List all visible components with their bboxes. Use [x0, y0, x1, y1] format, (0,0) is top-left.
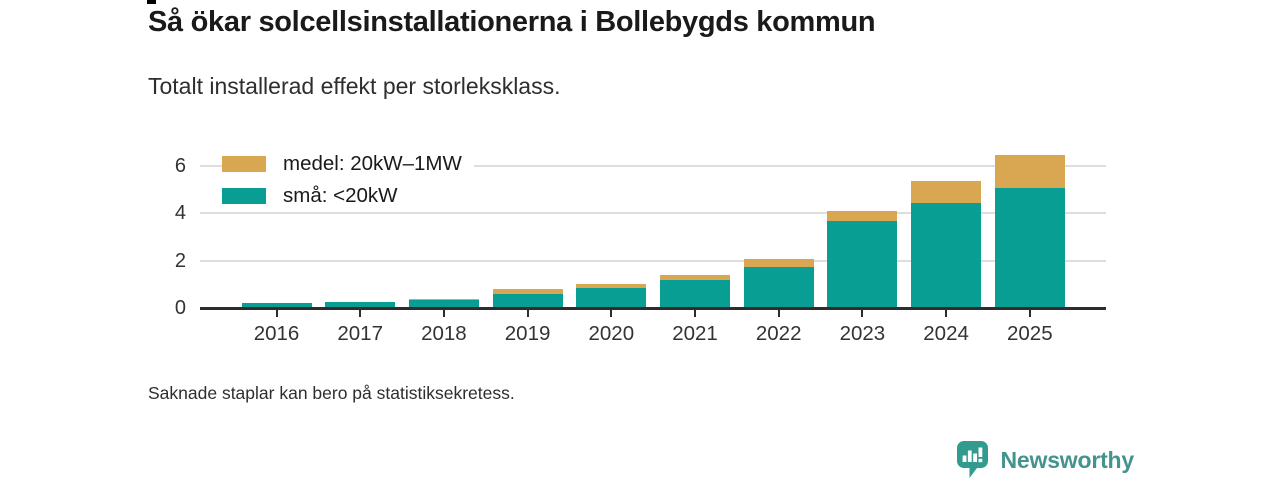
legend-item-sma: små: <20kW — [222, 182, 410, 210]
footnote: Saknade staplar kan bero på statistiksek… — [148, 383, 515, 403]
bar-segment-sma-2019 — [492, 293, 563, 308]
x-axis-label-2021: 2021 — [672, 322, 718, 345]
bar-segment-medel-2023 — [827, 210, 898, 222]
x-tick-2024 — [945, 310, 948, 317]
x-tick-2025 — [1028, 310, 1031, 317]
bar-segment-medel-2018 — [408, 298, 479, 300]
legend-item-medel: medel: 20kW–1MW — [222, 151, 474, 178]
chart-title: Så ökar solcellsinstallationerna i Bolle… — [148, 6, 876, 38]
bar-segment-sma-2024 — [911, 202, 982, 308]
x-tick-2023 — [861, 310, 864, 317]
x-axis-label-2018: 2018 — [421, 322, 467, 345]
chart-subtitle: Totalt installerad effekt per storlekskl… — [148, 73, 561, 99]
x-axis-label-2020: 2020 — [588, 322, 635, 345]
bar-segment-medel-2022 — [743, 259, 814, 267]
legend-swatch-medel — [222, 156, 266, 173]
y-axis-label-6: 6 — [174, 154, 186, 177]
bar-segment-sma-2018 — [408, 299, 479, 308]
top-edge-mark — [147, 0, 156, 4]
x-axis-line — [200, 306, 1106, 310]
newsworthy-bar-chart-icon — [956, 441, 988, 478]
x-axis-label-2016: 2016 — [253, 322, 300, 345]
gridline-4 — [200, 212, 1106, 215]
x-tick-2019 — [526, 310, 529, 317]
bar-segment-medel-2024 — [911, 181, 982, 203]
legend-label-medel: medel: 20kW–1MW — [283, 152, 462, 175]
x-axis-label-2017: 2017 — [337, 322, 383, 345]
bar-segment-medel-2020 — [576, 284, 647, 288]
x-tick-2016 — [275, 310, 278, 317]
bar-segment-sma-2020 — [576, 287, 647, 308]
legend-label-sma: små: <20kW — [283, 183, 398, 207]
bar-segment-sma-2017 — [325, 302, 396, 308]
bar-segment-sma-2016 — [241, 303, 312, 308]
x-axis-label-2024: 2024 — [923, 322, 969, 345]
y-axis-label-0: 0 — [174, 297, 186, 319]
bar-segment-sma-2023 — [827, 221, 898, 308]
y-axis-label-4: 4 — [174, 202, 186, 225]
x-tick-2021 — [694, 310, 696, 317]
bar-segment-medel-2021 — [660, 274, 730, 280]
x-tick-2022 — [777, 310, 780, 317]
x-tick-2020 — [610, 310, 613, 317]
y-axis-label-2: 2 — [174, 249, 186, 272]
gridline-6 — [200, 164, 1106, 167]
x-tick-2018 — [442, 310, 445, 317]
x-axis-label-2023: 2023 — [839, 322, 886, 345]
bar-segment-medel-2025 — [994, 155, 1065, 189]
bar-segment-sma-2025 — [994, 188, 1065, 308]
x-axis-label-2025: 2025 — [1006, 322, 1053, 345]
x-axis-label-2019: 2019 — [504, 322, 551, 345]
newsworthy-logo-link[interactable]: Newsworthy — [956, 441, 1135, 479]
chart-legend: medel: 20kW–1MW små: <20kW — [222, 151, 474, 214]
gridline-2 — [200, 259, 1106, 262]
x-axis-label-2022: 2022 — [755, 322, 802, 345]
x-tick-2017 — [359, 310, 362, 317]
bar-segment-sma-2022 — [743, 266, 814, 308]
bar-segment-sma-2021 — [660, 279, 730, 308]
legend-swatch-sma — [222, 187, 266, 204]
newsworthy-wordmark: Newsworthy — [1000, 446, 1135, 473]
bar-segment-medel-2019 — [492, 289, 563, 294]
